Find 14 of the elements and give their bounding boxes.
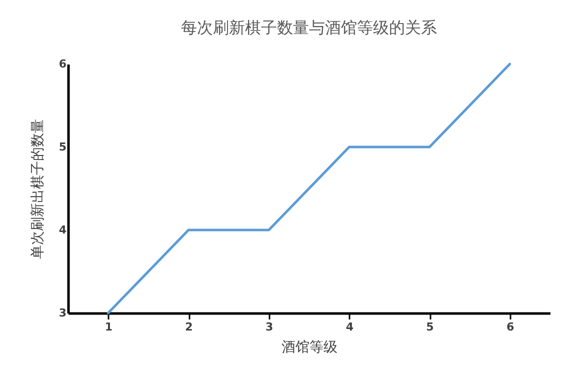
x-tick-label: 3 — [266, 320, 274, 334]
x-axis-title: 酒馆等级 — [282, 340, 338, 356]
y-tick-label: 4 — [58, 224, 67, 236]
x-tick-label: 6 — [506, 320, 515, 334]
y-tick-label: 5 — [58, 140, 66, 154]
y-tick-label: 6 — [58, 58, 67, 70]
line-series — [106, 62, 512, 314]
chart-title: 每次刷新棋子数量与酒馆等级的关系 — [181, 18, 437, 37]
x-tick-label: 4 — [346, 320, 354, 334]
x-tick-label: 2 — [185, 320, 193, 334]
x-tick-label: 5 — [426, 320, 434, 334]
y-axis-title: 单次刷新出棋子的数量 — [30, 119, 46, 259]
x-tick-label: 1 — [104, 320, 112, 334]
y-tick-label: 3 — [58, 306, 66, 320]
